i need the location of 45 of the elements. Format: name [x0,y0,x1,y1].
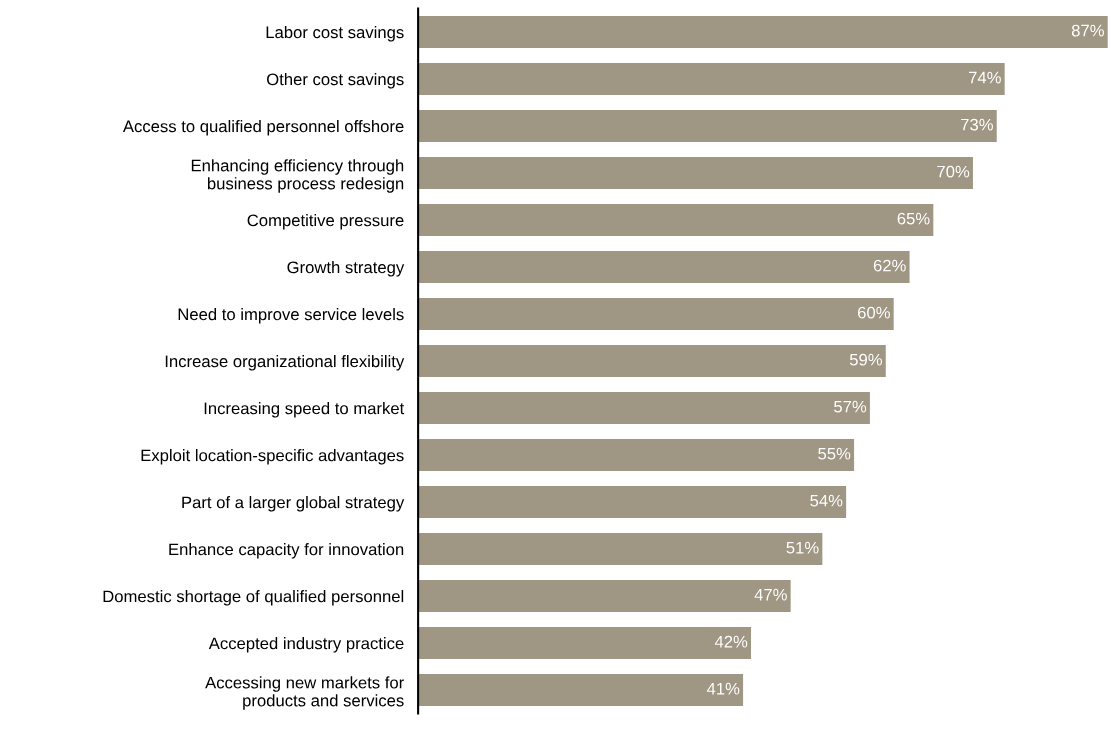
data-label: 57% [834,400,867,413]
data-label: 70% [937,165,970,178]
y-tick-label: Access to qualified personnel offshore [122,119,404,136]
bar [418,533,823,566]
y-tick-label: Enhancing efficiency through business process redesign [191,159,404,193]
bar [418,110,997,143]
y-tick-label: Labor cost savings [266,25,404,42]
data-label: 55% [818,447,851,460]
data-label: 87% [1071,24,1104,37]
y-tick-label: Competitive pressure [247,214,404,230]
bar [418,16,1108,48]
data-label: 60% [858,306,890,319]
y-tick-label: Domestic shortage of qualified personnel [103,590,404,606]
bar [418,251,910,284]
y-tick-label: Exploit location-specific advantages [141,449,404,465]
data-label: 59% [849,353,883,366]
bar [418,627,752,660]
bar [418,63,1005,96]
y-tick-label: Part of a larger global strategy [182,496,405,512]
bar [418,298,894,331]
bar [418,157,973,190]
bar [418,392,870,425]
bar [418,439,855,472]
bar [418,345,886,378]
y-tick-label: Growth strategy [287,261,405,277]
y-tick-label: Accepted industry practice [208,637,404,653]
y-tick-label: Need to improve service levels [178,308,404,324]
bar [418,486,847,519]
data-label: 42% [714,635,748,648]
data-label: 51% [786,541,819,554]
data-label: 41% [706,682,740,695]
data-label: 73% [961,118,993,131]
data-label: 65% [897,212,930,225]
data-label: 74% [968,71,1001,84]
bar [418,204,934,237]
y-tick-label: Accessing new markets for products and services [205,676,404,710]
y-tick-label: Other cost savings [267,72,404,89]
data-label: 54% [810,494,843,507]
y-tick-label: Increasing speed to market [204,402,405,418]
bar [418,580,791,613]
data-label: 47% [754,588,787,601]
y-tick-label: Increase organizational flexibility [165,355,405,371]
bar [418,674,744,707]
data-label: 62% [873,259,906,272]
y-tick-label: Enhance capacity for innovation [169,543,404,559]
